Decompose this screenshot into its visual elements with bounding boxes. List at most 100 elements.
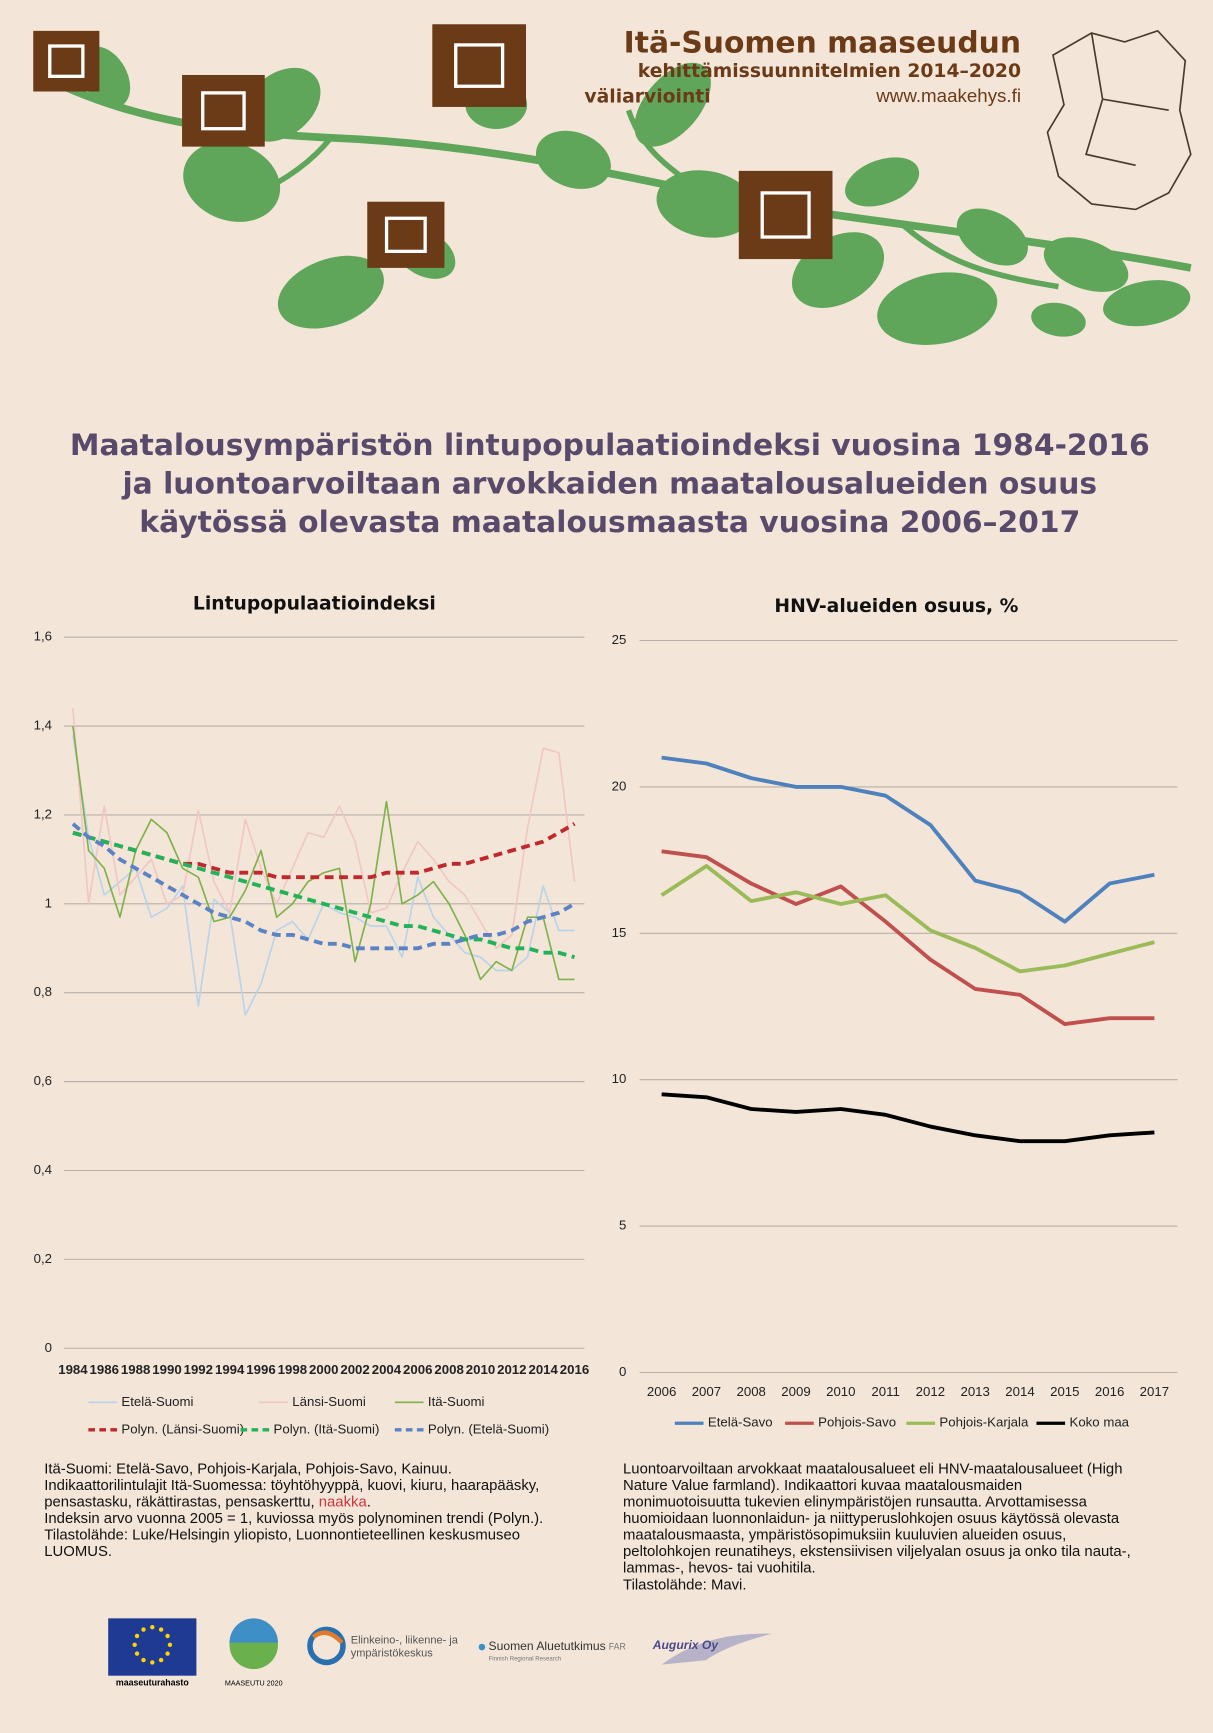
leaf — [535, 130, 611, 189]
legend-label: Pohjois-Savo — [818, 1415, 896, 1430]
series-line — [72, 708, 576, 950]
x-tick-label: 2008 — [737, 1384, 766, 1399]
legend-label: Etelä-Suomi — [121, 1394, 193, 1409]
series-line — [661, 849, 1155, 1027]
leaf — [956, 208, 1028, 266]
icon-inner — [48, 44, 85, 78]
note-text: monimuotoisuutta tukevien elinympäristöj… — [623, 1495, 1088, 1511]
note-line: Tilastolähde: Mavi. — [623, 1577, 746, 1593]
legend-label: Polyn. (Länsi-Suomi) — [121, 1421, 244, 1436]
note-line: peltolohkojen reunatiheys, ekstensiivise… — [623, 1544, 1131, 1560]
poster-title: ja luontoarvoiltaan arvokkaiden maatalou… — [121, 467, 1097, 502]
series-line — [660, 864, 1155, 974]
x-tick-label: 2016 — [560, 1362, 589, 1377]
y-tick-label: 0 — [45, 1340, 52, 1355]
legend-label: Polyn. (Etelä-Suomi) — [428, 1421, 549, 1436]
x-tick-label: 2011 — [871, 1384, 899, 1399]
note-line: huomioidaan luonnonlaidun- ja niittyperu… — [623, 1511, 1120, 1527]
x-tick-label: 2014 — [1005, 1384, 1034, 1399]
x-tick-label: 2002 — [340, 1362, 369, 1377]
series-line — [71, 822, 576, 951]
leaf — [845, 157, 920, 207]
eu-star — [134, 1651, 140, 1656]
note-line: Tilastolähde: Luke/Helsingin yliopisto, … — [44, 1528, 520, 1544]
note-text: Indikaattorilintulajit Itä-Suomessa: töy… — [44, 1478, 539, 1494]
header-subtitle: kehittämissuunnitelmien 2014–2020 — [638, 61, 1021, 82]
eu-star — [165, 1651, 170, 1656]
note-text: LUOMUS. — [44, 1544, 112, 1560]
logo-text: ympäristökeskus — [351, 1648, 434, 1660]
x-tick-label: 2010 — [466, 1362, 495, 1377]
note-text: peltolohkojen reunatiheys, ekstensiivise… — [623, 1544, 1131, 1560]
y-tick-label: 0,6 — [34, 1073, 52, 1088]
note-text: huomioidaan luonnonlaidun- ja niittyperu… — [623, 1511, 1120, 1527]
y-tick-label: 1,6 — [34, 629, 52, 644]
note-line: pensastasku, räkättirastas, pensaskerttu… — [44, 1495, 371, 1511]
note-text: Nature Value farmland). Indikaattori kuv… — [623, 1478, 1022, 1494]
eu-star — [134, 1633, 140, 1639]
legend-label: Polyn. (Itä-Suomi) — [274, 1421, 380, 1436]
augurix-bird — [661, 1633, 772, 1665]
eu-star — [141, 1657, 146, 1663]
note-line: Indikaattorilintulajit Itä-Suomessa: töy… — [44, 1478, 539, 1494]
y-tick-label: 1 — [45, 895, 52, 910]
leaf — [183, 141, 281, 222]
series-line — [72, 830, 576, 960]
eu-star — [150, 1660, 155, 1665]
icon-inner — [454, 43, 505, 88]
x-tick-label: 2004 — [372, 1362, 402, 1377]
logo-text: Finnish Regional Research — [489, 1657, 562, 1663]
series-line — [661, 1092, 1155, 1144]
ely-logo-mark — [311, 1630, 344, 1645]
icon-inner — [201, 91, 246, 131]
x-tick-label: 1986 — [90, 1362, 119, 1377]
note-text: lammas-, hevos- tai vuohitila. — [623, 1561, 816, 1577]
note-text: Indeksin arvo vuonna 2005 = 1, kuviossa … — [44, 1511, 543, 1527]
icon-box — [738, 170, 833, 260]
x-tick-label: 2017 — [1140, 1384, 1169, 1399]
x-tick-label: 1996 — [246, 1362, 275, 1377]
ely-logo — [307, 1626, 346, 1666]
note-text: Tilastolähde: Mavi. — [623, 1577, 746, 1593]
eu-star — [165, 1633, 170, 1639]
y-tick-label: 15 — [612, 925, 627, 940]
x-tick-label: 2013 — [960, 1384, 989, 1399]
header-url: www.maakehys.fi — [875, 85, 1021, 106]
leaf — [634, 62, 711, 147]
x-tick-label: 1990 — [152, 1362, 181, 1377]
header-title: Itä-Suomen maaseudun — [624, 26, 1021, 61]
note-text: Itä-Suomi: Etelä-Savo, Pohjois-Karjala, … — [44, 1461, 452, 1477]
legend-label: Koko maa — [1070, 1415, 1130, 1430]
x-tick-label: 2008 — [434, 1362, 463, 1377]
x-tick-label: 1994 — [215, 1362, 245, 1377]
x-tick-label: 2016 — [1095, 1384, 1124, 1399]
note-line: Luontoarvoiltaan arvokkaat maatalousalue… — [623, 1461, 1122, 1477]
x-tick-label: 2014 — [528, 1362, 558, 1377]
x-tick-label: 2015 — [1050, 1384, 1079, 1399]
x-tick-label: 1998 — [278, 1362, 307, 1377]
leaf — [1103, 280, 1191, 327]
poster-title: käytössä olevasta maatalousmaasta vuosin… — [139, 505, 1080, 540]
x-tick-label: 2010 — [826, 1384, 855, 1399]
note-text: . — [367, 1495, 371, 1511]
series-line — [72, 725, 575, 981]
x-tick-label: 2012 — [916, 1384, 945, 1399]
note-line: maatalousmaasta, ympäristösopimuksiin ku… — [623, 1528, 1066, 1544]
y-tick-label: 5 — [619, 1218, 626, 1233]
icon-inner — [384, 216, 427, 254]
note-line: Itä-Suomi: Etelä-Savo, Pohjois-Karjala, … — [44, 1461, 452, 1477]
leaf — [277, 255, 384, 329]
x-tick-label: 2009 — [781, 1384, 810, 1399]
eu-star — [150, 1624, 155, 1630]
highlight-word: naakka — [319, 1495, 368, 1511]
legend-label: Itä-Suomi — [428, 1394, 485, 1409]
legend-label: Länsi-Suomi — [292, 1394, 366, 1409]
region-map — [1046, 29, 1192, 211]
y-tick-label: 10 — [612, 1071, 627, 1086]
y-tick-label: 0,4 — [34, 1162, 52, 1177]
eu-star — [141, 1627, 146, 1632]
x-tick-label: 1984 — [58, 1362, 88, 1377]
logo-text: FAR — [609, 1641, 626, 1651]
series-line — [661, 755, 1155, 924]
